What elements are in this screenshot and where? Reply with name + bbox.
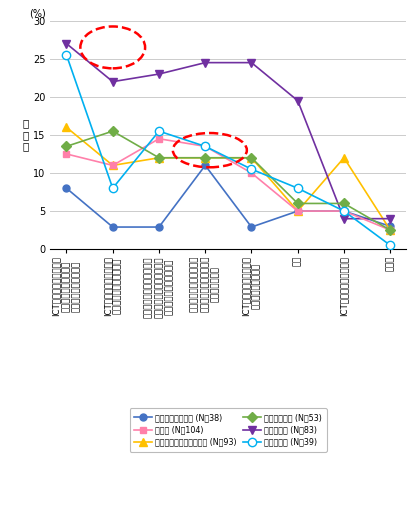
製造業 (N＝104): [388, 227, 393, 233]
情報通信業 (N＝83): [388, 215, 393, 222]
エネルギー・インフラ業 (N＝93): [110, 162, 115, 169]
Legend: 農林水産業・鉱業 (N＝38), 製造業 (N＝104), エネルギー・インフラ業 (N＝93), 商業・流通業 (N＝53), 情報通信業 (N＝83), サ: 農林水産業・鉱業 (N＝38), 製造業 (N＝104), エネルギー・インフラ…: [129, 408, 327, 452]
サービス業 (N＝39): [64, 52, 69, 58]
Line: 製造業 (N＝104): 製造業 (N＝104): [63, 135, 394, 234]
製造業 (N＝104): [249, 170, 254, 176]
エネルギー・インフラ業 (N＝93): [295, 208, 300, 214]
農林水産業・鉱業 (N＝38): [341, 208, 347, 214]
製造業 (N＝104): [64, 151, 69, 157]
商業・流通業 (N＝53): [64, 143, 69, 149]
情報通信業 (N＝83): [341, 215, 347, 222]
農林水産業・鉱業 (N＝38): [203, 162, 208, 169]
Text: (%): (%): [29, 8, 46, 19]
エネルギー・インフラ業 (N＝93): [203, 155, 208, 161]
エネルギー・インフラ業 (N＝93): [249, 155, 254, 161]
Y-axis label: 回
答
率: 回 答 率: [23, 118, 29, 152]
商業・流通業 (N＝53): [388, 227, 393, 233]
商業・流通業 (N＝53): [203, 155, 208, 161]
商業・流通業 (N＝53): [249, 155, 254, 161]
商業・流通業 (N＝53): [341, 200, 347, 207]
エネルギー・インフラ業 (N＝93): [156, 155, 161, 161]
エネルギー・インフラ業 (N＝93): [341, 155, 347, 161]
サービス業 (N＝39): [110, 185, 115, 192]
Line: エネルギー・インフラ業 (N＝93): エネルギー・インフラ業 (N＝93): [62, 123, 394, 234]
情報通信業 (N＝83): [64, 40, 69, 47]
農林水産業・鉱業 (N＝38): [388, 223, 393, 229]
Line: サービス業 (N＝39): サービス業 (N＝39): [62, 51, 394, 250]
情報通信業 (N＝83): [249, 60, 254, 66]
農林水産業・鉱業 (N＝38): [64, 185, 69, 192]
情報通信業 (N＝83): [110, 78, 115, 85]
サービス業 (N＝39): [156, 128, 161, 134]
商業・流通業 (N＝53): [110, 128, 115, 134]
サービス業 (N＝39): [249, 166, 254, 172]
商業・流通業 (N＝53): [295, 200, 300, 207]
製造業 (N＝104): [341, 208, 347, 214]
エネルギー・インフラ業 (N＝93): [388, 227, 393, 233]
サービス業 (N＝39): [203, 143, 208, 149]
サービス業 (N＝39): [295, 185, 300, 192]
サービス業 (N＝39): [388, 242, 393, 249]
Line: 情報通信業 (N＝83): 情報通信業 (N＝83): [62, 39, 394, 223]
情報通信業 (N＝83): [203, 60, 208, 66]
農林水産業・鉱業 (N＝38): [156, 224, 161, 230]
情報通信業 (N＝83): [295, 98, 300, 104]
商業・流通業 (N＝53): [156, 155, 161, 161]
エネルギー・インフラ業 (N＝93): [64, 124, 69, 130]
情報通信業 (N＝83): [156, 71, 161, 77]
製造業 (N＝104): [156, 135, 161, 142]
製造業 (N＝104): [295, 208, 300, 214]
農林水産業・鉱業 (N＝38): [295, 208, 300, 214]
製造業 (N＝104): [203, 143, 208, 149]
Line: 農林水産業・鉱業 (N＝38): 農林水産業・鉱業 (N＝38): [63, 162, 394, 230]
サービス業 (N＝39): [341, 208, 347, 214]
Line: 商業・流通業 (N＝53): 商業・流通業 (N＝53): [63, 128, 394, 234]
農林水産業・鉱業 (N＝38): [110, 224, 115, 230]
農林水産業・鉱業 (N＝38): [249, 224, 254, 230]
製造業 (N＝104): [110, 162, 115, 169]
